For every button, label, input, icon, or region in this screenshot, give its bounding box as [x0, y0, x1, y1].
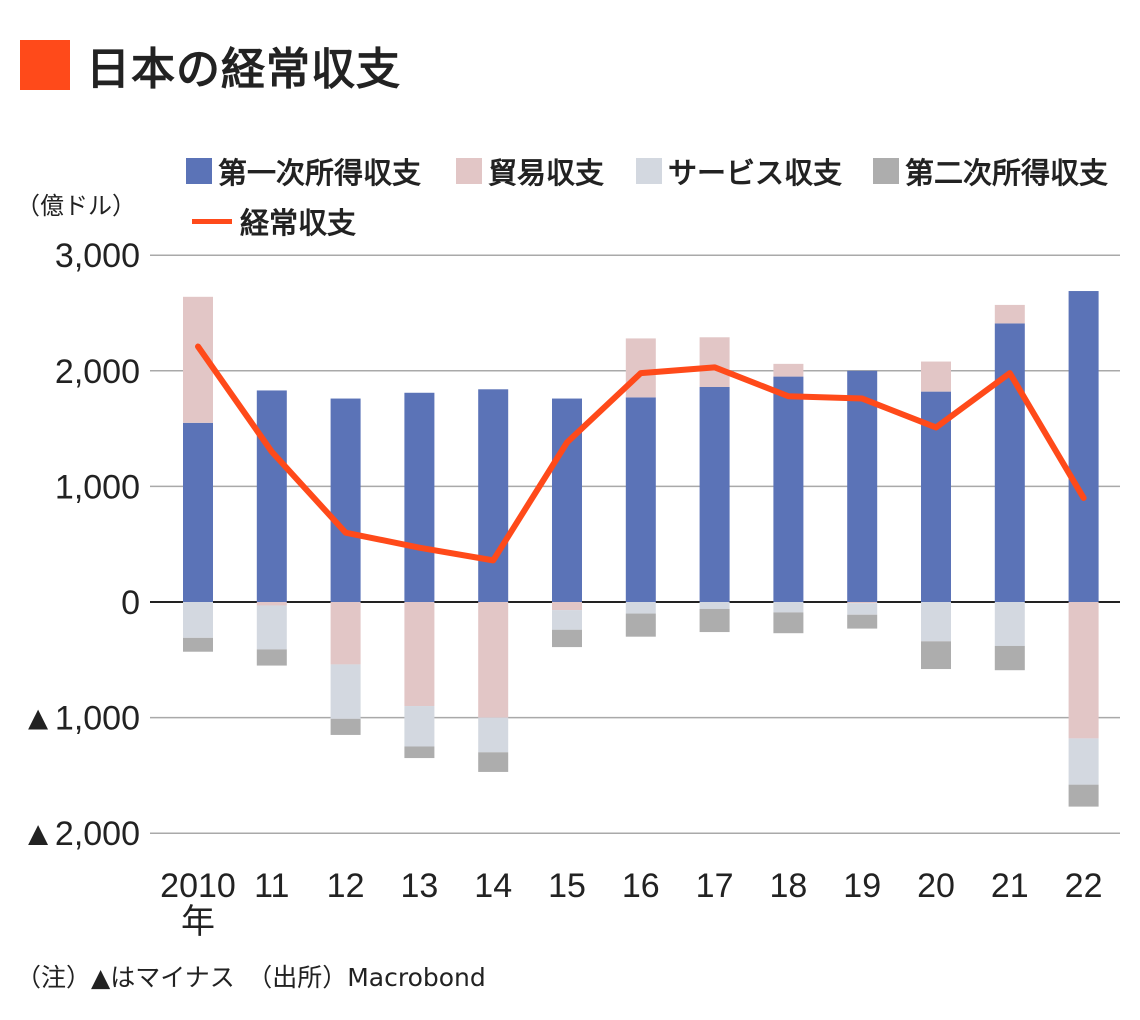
bar-services — [994, 602, 1025, 646]
bar-trade — [625, 338, 656, 398]
bar-services — [478, 717, 509, 753]
bar-primary-income — [625, 397, 656, 602]
x-tick-label: 22 — [1065, 867, 1103, 905]
bar-services — [699, 602, 730, 609]
bar-services — [404, 706, 435, 747]
bar-secondary-income — [330, 718, 361, 735]
bar-trade — [478, 602, 509, 718]
bar-primary-income — [773, 376, 804, 602]
bar-secondary-income — [404, 746, 435, 759]
legend-label-primary-income: 第一次所得収支 — [218, 156, 422, 190]
bar-trade — [847, 602, 878, 604]
legend-label-current-account: 経常収支 — [240, 206, 357, 240]
x-tick-label: 13 — [400, 867, 438, 905]
bar-trade — [921, 361, 951, 392]
legend-label-services: サービス収支 — [668, 156, 843, 190]
bar-trade — [552, 602, 582, 611]
footnote: （注）▲はマイナス （出所）Macrobond — [16, 963, 486, 992]
x-tick-label: 18 — [769, 867, 807, 905]
y-axis-unit-label: （億ドル） — [16, 192, 136, 220]
bar-services — [552, 610, 582, 630]
x-tick-label: 14 — [474, 867, 512, 905]
x-tick-label: 20 — [917, 867, 955, 905]
bar-trade — [994, 304, 1025, 324]
bar-secondary-income — [625, 613, 656, 637]
legend-item-current-account: 経常収支 — [192, 200, 356, 242]
legend-label-secondary-income: 第二次所得収支 — [905, 156, 1109, 190]
x-axis-unit-label: 年 — [181, 903, 215, 941]
bar-trade — [699, 337, 730, 387]
bar-primary-income — [330, 398, 361, 602]
bar-services — [773, 602, 804, 613]
y-tick-label: ▲2,000 — [21, 815, 140, 853]
bar-primary-income — [404, 392, 435, 602]
chart-title-block: 日本の経常収支 — [20, 38, 401, 95]
bar-trade — [404, 602, 435, 707]
legend-swatch-secondary-income — [873, 158, 899, 184]
bar-secondary-income — [478, 752, 509, 772]
legend-item-secondary-income: 第二次所得収支 — [873, 150, 1108, 192]
y-tick-label: ▲1,000 — [21, 700, 140, 738]
legend-item-trade: 貿易収支 — [456, 150, 604, 192]
bar-primary-income — [183, 422, 213, 602]
legend-label-trade: 貿易収支 — [488, 156, 605, 190]
bar-primary-income — [847, 370, 878, 602]
chart-title: 日本の経常収支 — [86, 44, 401, 95]
bar-secondary-income — [699, 608, 730, 633]
bar-secondary-income — [994, 645, 1025, 671]
bar-secondary-income — [183, 637, 213, 652]
bar-services — [625, 602, 656, 614]
bar-trade — [256, 602, 287, 606]
legend-swatch-services — [636, 158, 662, 184]
bar-services — [183, 602, 213, 638]
title-square-icon — [20, 40, 70, 90]
x-tick-label: 11 — [254, 867, 289, 905]
bar-secondary-income — [1068, 784, 1099, 807]
y-tick-label: 2,000 — [55, 353, 140, 391]
y-tick-label: 1,000 — [55, 468, 140, 506]
bar-services — [921, 602, 951, 642]
legend-item-services: サービス収支 — [636, 150, 842, 192]
bar-secondary-income — [921, 641, 951, 670]
bar-primary-income — [256, 390, 287, 602]
x-tick-label: 12 — [327, 867, 365, 905]
bar-services — [847, 603, 878, 615]
x-tick-label: 15 — [548, 867, 586, 905]
legend-swatch-trade — [456, 158, 482, 184]
bar-secondary-income — [847, 614, 878, 629]
x-tick-label: 21 — [991, 867, 1029, 905]
bar-primary-income — [478, 389, 509, 602]
bar-primary-income — [699, 386, 730, 602]
bar-services — [1068, 738, 1099, 785]
bar-trade — [773, 363, 804, 377]
bar-services — [256, 605, 287, 650]
bar-secondary-income — [256, 649, 287, 666]
y-tick-label: 3,000 — [55, 237, 140, 275]
x-tick-label: 2010 — [160, 867, 236, 905]
legend-swatch-primary-income — [186, 158, 212, 184]
bar-trade — [330, 602, 361, 665]
legend-item-primary-income: 第一次所得収支 — [186, 150, 421, 192]
bar-primary-income — [994, 323, 1025, 602]
bar-secondary-income — [773, 612, 804, 634]
bar-services — [330, 664, 361, 719]
legend-swatch-current-account — [192, 218, 232, 224]
y-tick-label: 0 — [121, 584, 140, 622]
bar-primary-income — [1068, 291, 1099, 602]
x-tick-label: 19 — [843, 867, 881, 905]
bar-trade — [1068, 602, 1099, 739]
x-tick-label: 16 — [622, 867, 660, 905]
x-tick-label: 17 — [696, 867, 734, 905]
bar-secondary-income — [552, 629, 582, 648]
